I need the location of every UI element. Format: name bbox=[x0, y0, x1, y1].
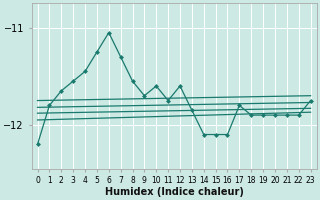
X-axis label: Humidex (Indice chaleur): Humidex (Indice chaleur) bbox=[105, 187, 244, 197]
